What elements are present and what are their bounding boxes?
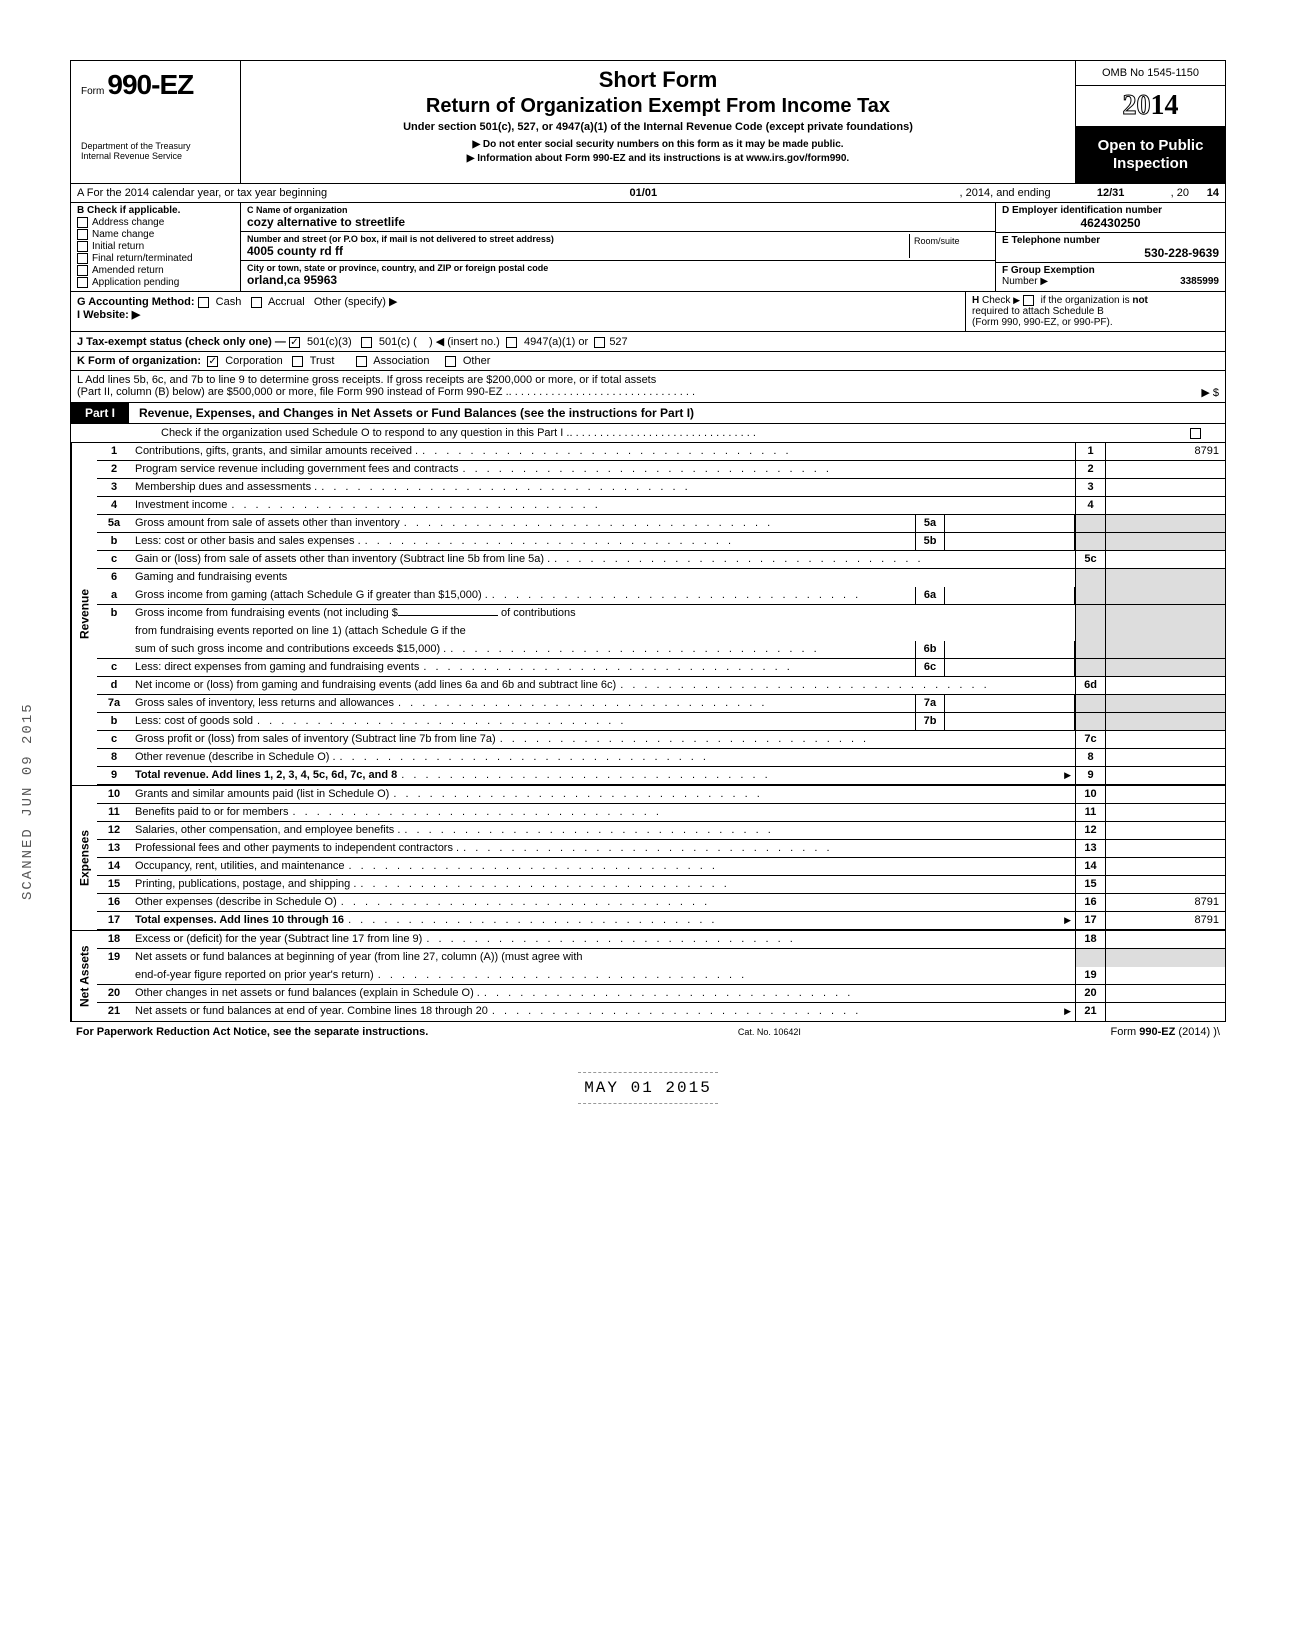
chk-trust[interactable] [292, 356, 303, 367]
chk-final-return[interactable] [77, 253, 88, 264]
h-check-text: H Check ▶ if the organization is not [972, 295, 1219, 306]
line-16-value: 8791 [1105, 894, 1225, 911]
chk-address-change[interactable] [77, 217, 88, 228]
section-bcdef: B Check if applicable. Address change Na… [71, 203, 1225, 292]
part-1-check: Check if the organization used Schedule … [71, 424, 1225, 443]
subtitle: Under section 501(c), 527, or 4947(a)(1)… [251, 121, 1065, 133]
chk-name-change[interactable] [77, 229, 88, 240]
org-name: cozy alternative to streetlife [247, 215, 989, 229]
line-1-value: 8791 [1105, 443, 1225, 460]
net-assets-label: Net Assets [71, 931, 97, 1021]
chk-cash[interactable] [198, 297, 209, 308]
chk-501c[interactable] [361, 337, 372, 348]
line-17-value: 8791 [1105, 912, 1225, 929]
chk-accrual[interactable] [251, 297, 262, 308]
col-b-checkboxes: B Check if applicable. Address change Na… [71, 203, 241, 291]
expenses-label: Expenses [71, 786, 97, 930]
chk-schedule-b[interactable] [1023, 295, 1034, 306]
chk-corp[interactable] [207, 356, 218, 367]
group-exemption: 3385999 [1180, 276, 1219, 287]
col-def: D Employer identification number 4624302… [995, 203, 1225, 291]
form-footer: For Paperwork Reduction Act Notice, see … [70, 1022, 1226, 1042]
dept-treasury: Department of the Treasury [81, 141, 230, 151]
received-stamp: MAY 01 2015 [70, 1062, 1226, 1114]
form-990ez: Form 990-EZ Department of the Treasury I… [70, 60, 1226, 1022]
omb-number: OMB No 1545-1150 [1076, 61, 1225, 86]
part-1-header: Part I Revenue, Expenses, and Changes in… [71, 403, 1225, 424]
chk-4947[interactable] [506, 337, 517, 348]
year-end-month: 12/31 [1051, 187, 1171, 199]
dept-irs: Internal Revenue Service [81, 151, 230, 161]
side-scan-stamp: SCANNED JUN 09 2015 [20, 702, 36, 900]
org-city: orland,ca 95963 [247, 273, 989, 287]
row-j: J Tax-exempt status (check only one) — 5… [71, 332, 1225, 352]
instruction-2: ▶ Information about Form 990-EZ and its … [251, 153, 1065, 164]
form-header: Form 990-EZ Department of the Treasury I… [71, 61, 1225, 184]
year-begin: 01/01 [327, 187, 959, 199]
revenue-section: Revenue 1Contributions, gifts, grants, a… [71, 443, 1225, 785]
row-k: K Form of organization: Corporation Trus… [71, 352, 1225, 371]
net-assets-section: Net Assets 18Excess or (deficit) for the… [71, 930, 1225, 1021]
row-ghi: G Accounting Method: Cash Accrual Other … [71, 292, 1225, 332]
chk-amended[interactable] [77, 265, 88, 276]
year-end-year: 14 [1189, 187, 1219, 199]
expenses-section: Expenses 10Grants and similar amounts pa… [71, 785, 1225, 930]
room-suite: Room/suite [909, 234, 989, 258]
return-title: Return of Organization Exempt From Incom… [251, 95, 1065, 118]
chk-pending[interactable] [77, 277, 88, 288]
telephone: 530-228-9639 [1002, 246, 1219, 260]
form-prefix: Form [81, 86, 104, 97]
tax-year: 2014 [1076, 86, 1225, 127]
form-number: 990-EZ [107, 69, 193, 100]
chk-other-org[interactable] [445, 356, 456, 367]
chk-initial-return[interactable] [77, 241, 88, 252]
chk-527[interactable] [594, 337, 605, 348]
col-c-org-info: C Name of organization cozy alternative … [241, 203, 995, 291]
revenue-label: Revenue [71, 443, 97, 785]
chk-assoc[interactable] [356, 356, 367, 367]
row-l: L Add lines 5b, 6c, and 7b to line 9 to … [71, 371, 1225, 403]
short-form-title: Short Form [251, 67, 1065, 93]
chk-501c3[interactable] [289, 337, 300, 348]
ein: 462430250 [1002, 216, 1219, 230]
org-street: 4005 county rd ff [247, 244, 909, 258]
row-a-tax-year: A For the 2014 calendar year, or tax yea… [71, 184, 1225, 203]
open-to-public: Open to PublicInspection [1076, 127, 1225, 183]
instruction-1: ▶ Do not enter social security numbers o… [251, 139, 1065, 150]
chk-schedule-o[interactable] [1190, 428, 1201, 439]
